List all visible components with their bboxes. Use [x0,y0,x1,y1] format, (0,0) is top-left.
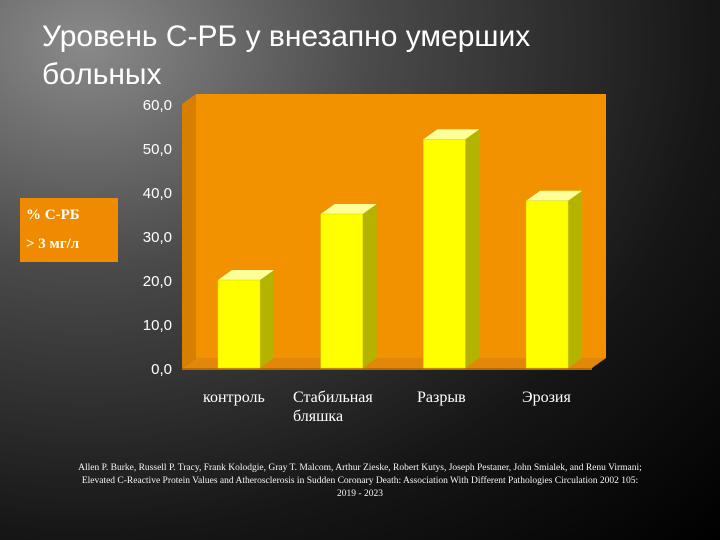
y-tick-label: 0,0 [151,361,172,378]
title-line-2: больных [42,58,162,91]
bar-top [526,190,583,201]
bar-side [260,270,274,368]
x-category-label-line: контроль [203,389,265,406]
legend-line-1: % С-РБ [26,207,80,223]
bar-side [362,204,377,368]
x-category-label-line: бляшка [293,408,344,425]
x-category-label: Стабильная бляшка [293,388,373,426]
x-category-label-line: Эрозия [522,389,571,406]
bar-side [568,190,583,368]
y-tick-label: 40,0 [143,185,172,202]
y-tick-label: 10,0 [143,317,172,334]
citation-line-2: Elevated C-Reactive Protein Values and A… [81,476,639,486]
y-tick-label: 30,0 [143,229,172,246]
legend-line-2: > 3 мг/л [26,236,80,252]
x-category-label-line: Разрыв [417,389,466,406]
x-category-label: Разрыв [417,388,466,407]
bar-top [218,270,274,280]
x-category-label: контроль [203,388,265,407]
plot-left-wall [182,94,196,368]
bar [217,279,261,369]
y-tick-label: 50,0 [143,141,172,158]
bar [525,200,569,369]
bar-top [320,204,377,214]
plot-back-wall [196,94,606,358]
legend-box: % С-РБ > 3 мг/л [20,198,118,262]
slide-title: Уровень С-РБ у внезапно умерших больных [42,18,602,94]
title-line-1: Уровень С-РБ у внезапно умерших [42,20,531,53]
plot-floor-edge [182,368,592,370]
y-tick-label: 20,0 [143,273,172,290]
bar [320,213,363,369]
citation-line-1: Allen P. Burke, Russell P. Tracy, Frank … [78,463,642,473]
citation: Allen P. Burke, Russell P. Tracy, Frank … [30,462,690,501]
x-category-label-line: Стабильная [293,389,373,406]
bar-top [423,129,480,140]
bar [423,138,466,369]
citation-line-3: 2019 - 2023 [337,489,383,499]
plot-floor-top [182,358,606,368]
y-tick-label: 60,0 [143,97,172,114]
x-category-label: Эрозия [522,388,571,407]
bar-side [465,129,480,368]
